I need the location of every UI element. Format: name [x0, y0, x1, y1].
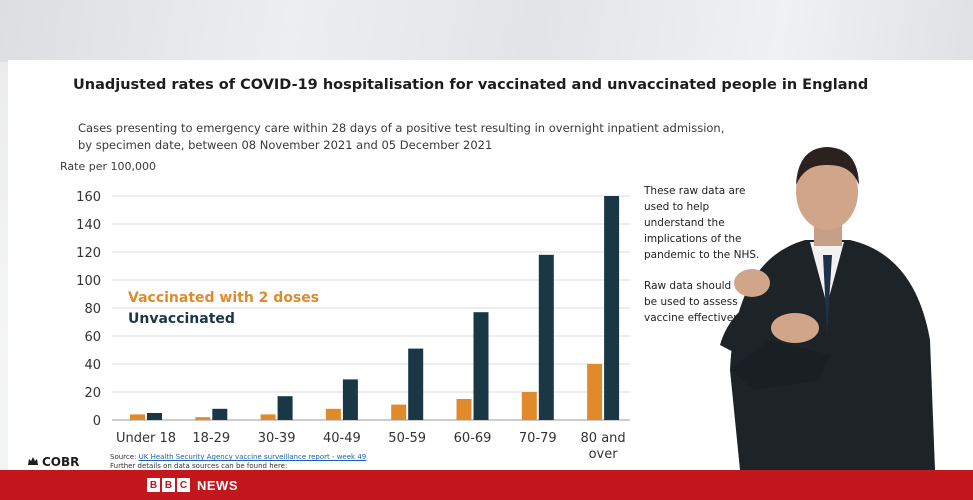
x-category-label: 60-69	[454, 431, 492, 446]
bar-unvaccinated-4	[408, 348, 424, 420]
legend: Vaccinated with 2 doses Unvaccinated	[128, 288, 319, 330]
bar-unvaccinated-0	[147, 413, 162, 420]
bar-unvaccinated-3	[342, 379, 358, 420]
source-prefix: Source:	[110, 453, 139, 461]
x-category-label: 18-29	[192, 431, 230, 446]
x-category-labels: Under 18 18-29 30-39 40-49 50-59 60-69 70-79 80…	[116, 431, 626, 462]
bar-unvaccinated-5	[473, 312, 489, 420]
cobr-logo: COBR	[27, 455, 79, 469]
cobr-label: COBR	[42, 455, 80, 469]
x-category-label: 30-39	[258, 431, 296, 446]
bbc-letter-3: C	[177, 478, 190, 492]
y-tick-label: 140	[76, 218, 101, 233]
y-tick-label: 0	[93, 414, 101, 429]
side-note-paragraph-2: Raw data should not be used to assess va…	[644, 280, 758, 324]
source-note: Source: UK Health Security Agency vaccin…	[110, 453, 366, 471]
x-category-label: Under 18	[116, 431, 176, 446]
x-category-label: 50-59	[388, 431, 426, 446]
bar-unvaccinated-1	[212, 408, 228, 420]
bar-unvaccinated-7	[604, 196, 620, 420]
y-tick-label: 40	[84, 358, 101, 373]
bar-unvaccinated-6	[538, 254, 554, 420]
bar-vaccinated-3	[325, 408, 341, 420]
legend-unvaccinated: Unvaccinated	[128, 311, 235, 327]
chart-subtitle: Cases presenting to emergency care withi…	[78, 121, 725, 152]
bar-unvaccinated-2	[277, 396, 293, 420]
y-axis-label: Rate per 100,000	[60, 160, 156, 173]
bbc-news-logo: B B C NEWS	[147, 477, 238, 493]
bar-vaccinated-7	[587, 364, 603, 420]
bar-vaccinated-1	[195, 417, 211, 420]
further-details: Further details on data sources can be f…	[110, 462, 288, 470]
y-tick-label: 100	[76, 274, 101, 289]
bbc-letter-2: B	[162, 478, 175, 492]
bbc-news-banner: B B C NEWS	[0, 470, 973, 500]
source-link[interactable]: UK Health Security Agency vaccine survei…	[138, 453, 367, 461]
bar-vaccinated-5	[456, 399, 472, 420]
bar-vaccinated-4	[391, 404, 407, 420]
y-tick-label: 160	[76, 190, 101, 205]
bar-vaccinated-0	[130, 414, 145, 420]
x-category-label: 40-49	[323, 431, 361, 446]
crest-icon	[28, 457, 38, 465]
y-tick-labels: 0 20 40 60 80 100 120 140 160	[76, 190, 101, 429]
bars	[130, 196, 620, 420]
x-category-label: 80 and over	[581, 431, 626, 462]
bar-vaccinated-6	[521, 392, 537, 420]
chart-title: Unadjusted rates of COVID-19 hospitalisa…	[73, 77, 869, 93]
bbc-letter-1: B	[147, 478, 160, 492]
x-category-label: 70-79	[519, 431, 557, 446]
bbc-news-label: NEWS	[197, 477, 238, 493]
y-tick-label: 120	[76, 246, 101, 261]
side-note-paragraph-1: These raw data are used to help understa…	[644, 185, 760, 261]
sign-language-interpreter	[720, 147, 935, 470]
legend-vaccinated: Vaccinated with 2 doses	[128, 290, 320, 306]
bar-vaccinated-2	[260, 414, 276, 420]
y-tick-label: 60	[84, 330, 101, 345]
y-tick-label: 80	[84, 302, 101, 317]
side-note: These raw data are used to help understa…	[644, 183, 764, 341]
studio-backdrop	[0, 0, 973, 62]
y-tick-label: 20	[84, 386, 101, 401]
